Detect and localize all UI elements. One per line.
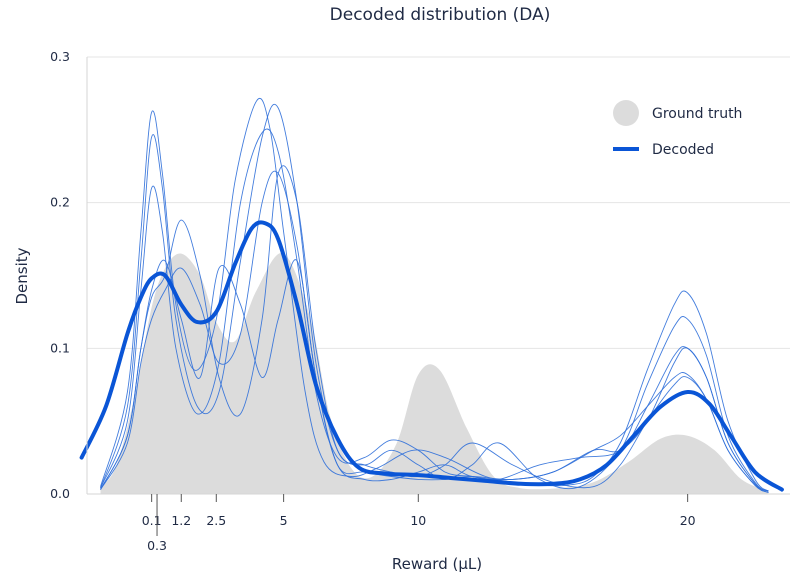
x-axis-label: Reward (μL) — [392, 555, 482, 573]
x-tick-label: 0.3 — [147, 538, 167, 553]
x-tick-label: 1.2 — [171, 513, 191, 528]
decoded-layer — [79, 220, 784, 492]
legend-ground-truth-label: Ground truth — [652, 106, 742, 122]
sample-curve-3 — [100, 128, 769, 492]
x-tick-label: 20 — [680, 513, 696, 528]
sample-curve-6 — [100, 259, 769, 492]
legend-decoded-label: Decoded — [652, 142, 714, 158]
chart-title: Decoded distribution (DA) — [330, 5, 551, 25]
sample-curves — [100, 98, 769, 493]
ground-truth-layer — [100, 253, 769, 494]
y-tick-label: 0.3 — [50, 49, 70, 64]
y-tick-label: 0.1 — [50, 340, 70, 355]
y-tick-label: 0.0 — [50, 486, 70, 501]
x-tick-label: 0.1 — [142, 513, 162, 528]
decoded-line — [79, 220, 784, 492]
x-tick-label: 10 — [410, 513, 426, 528]
sample-curve-1 — [100, 98, 769, 492]
axes — [86, 57, 790, 495]
legend: Ground truth Decoded — [613, 100, 742, 158]
y-axis-label: Density — [13, 247, 31, 304]
sample-curve-4 — [100, 165, 769, 493]
x-tick-label: 5 — [280, 513, 288, 528]
y-tick-label: 0.2 — [50, 195, 70, 210]
ground-truth-area — [100, 253, 769, 494]
x-tick-label: 2.5 — [206, 513, 226, 528]
legend-ground-truth-swatch — [613, 100, 639, 126]
x-tick-labels: 0.1 0.3 1.2 2.5 5 10 20 — [142, 494, 696, 553]
y-tick-labels: 0.0 0.1 0.2 0.3 — [50, 49, 70, 501]
